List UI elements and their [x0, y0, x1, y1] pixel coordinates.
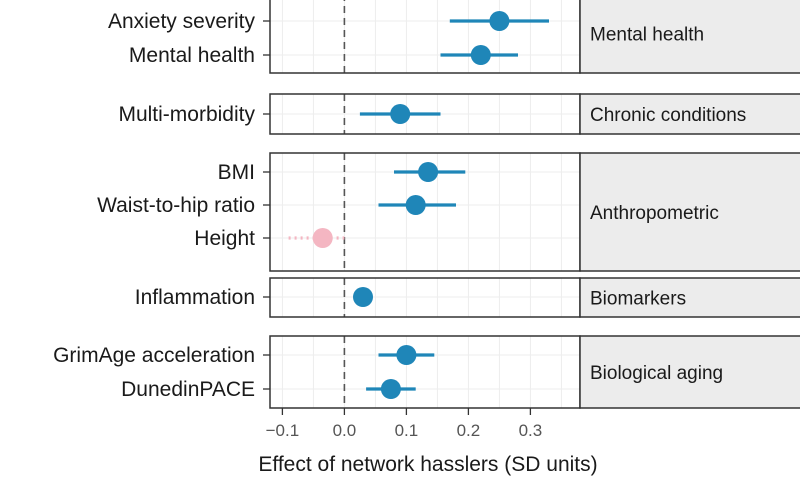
panels-layer: Mental health Anxiety severity Mental heal… — [53, 0, 800, 409]
panel-background — [270, 336, 580, 408]
facet-strip — [579, 277, 800, 318]
point-estimate — [470, 45, 491, 65]
y-tick-label: BMI — [218, 161, 255, 184]
facet-strip — [579, 335, 800, 409]
point-estimate — [380, 379, 401, 399]
facet-strip — [579, 93, 800, 135]
point-estimate — [390, 104, 411, 124]
y-tick-label: Mental health — [129, 44, 255, 67]
y-tick-label: GrimAge acceleration — [53, 344, 255, 367]
panel-4: Biological aging GrimAge acceleration Dune… — [53, 335, 800, 409]
x-axis: −0.1 0.0 0.1 0.2 0.3 — [266, 408, 543, 440]
facet-strip-label: Anthropometric — [590, 203, 719, 224]
facet-strip — [579, 152, 800, 272]
panel-3: Biomarkers Inflammation — [135, 277, 800, 318]
y-tick-label: Height — [194, 227, 255, 250]
point-estimate — [353, 287, 373, 307]
panel-background — [270, 0, 580, 73]
y-tick-label: DunedinPACE — [121, 378, 255, 401]
point-estimate — [312, 228, 333, 248]
facet-strip-label: Mental health — [590, 25, 704, 46]
x-tick-label: 0.0 — [333, 421, 357, 440]
facet-strip-label: Biomarkers — [590, 289, 686, 310]
y-tick-label: Waist-to-hip ratio — [97, 194, 255, 217]
x-axis-title: Effect of network hasslers (SD units) — [258, 453, 597, 476]
panel-2: Anthropometric BMI Waist-to-hip ratio Heigh… — [97, 152, 800, 272]
point-estimate — [418, 162, 439, 182]
y-tick-label: Inflammation — [135, 286, 255, 309]
x-tick-label: 0.1 — [395, 421, 419, 440]
y-tick-label: Anxiety severity — [108, 10, 256, 33]
x-tick-label: 0.2 — [457, 421, 481, 440]
panel-0: Mental health Anxiety severity Mental heal… — [108, 0, 800, 74]
x-tick-label: 0.3 — [519, 421, 543, 440]
x-tick-label: −0.1 — [266, 421, 300, 440]
facet-strip — [579, 0, 800, 74]
point-estimate — [405, 195, 426, 215]
facet-strip-label: Chronic conditions — [590, 105, 746, 126]
facet-strip-label: Biological aging — [590, 363, 723, 384]
panel-1: Chronic conditions Multi-morbidity — [118, 93, 800, 135]
y-tick-label: Multi-morbidity — [118, 103, 255, 126]
point-estimate — [396, 345, 417, 365]
point-estimate — [489, 11, 510, 31]
